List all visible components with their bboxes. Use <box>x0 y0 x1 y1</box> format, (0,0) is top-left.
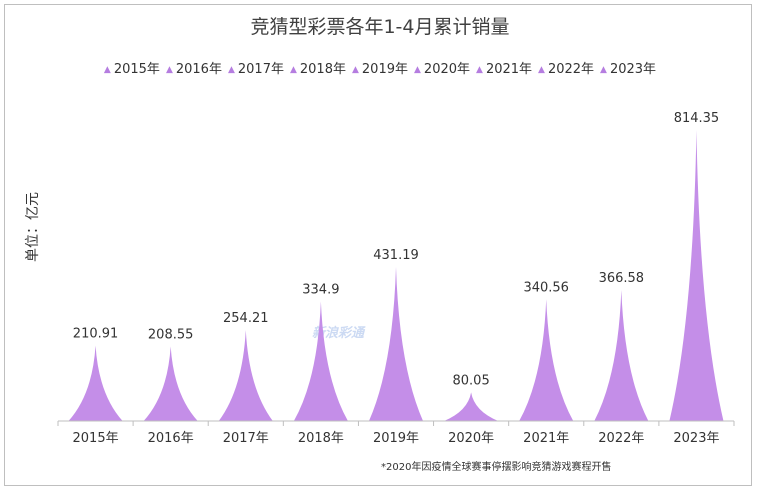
legend-triangle-icon: ▲ <box>600 65 607 75</box>
legend-triangle-icon: ▲ <box>351 65 359 75</box>
x-tick-label: 2020年 <box>448 431 494 446</box>
legend: ▲ 2015年 ▲ 2016年 ▲ 2017年 ▲ 2018年 ▲ 2019年 ▲ 2020年 ▲ 202… <box>0 58 760 77</box>
x-tick-label: 2022年 <box>598 431 644 446</box>
bar-peak <box>218 330 273 421</box>
data-label: 340.56 <box>523 280 569 295</box>
chart-title: 竞猜型彩票各年1-4月累计销量 <box>250 16 510 38</box>
legend-item: ▲ 2017年 <box>228 58 284 77</box>
legend-triangle-icon: ▲ <box>476 65 483 75</box>
footnote: *2020年因疫情全球赛事停摆影响竞猜游戏赛程开售 <box>381 462 612 473</box>
bar-peak <box>669 130 724 421</box>
bar-peak <box>368 266 424 421</box>
legend-triangle-icon: ▲ <box>227 65 235 75</box>
bar-peak <box>143 346 198 421</box>
legend-label: 2020年 <box>423 62 471 77</box>
legend-triangle-icon: ▲ <box>165 65 173 75</box>
legend-item: ▲ 2016年 <box>166 58 222 77</box>
data-label: 814.35 <box>674 111 720 126</box>
legend-item: ▲ 2018年 <box>290 58 346 77</box>
legend-label: 2019年 <box>361 62 408 77</box>
data-label: 210.91 <box>73 327 119 342</box>
legend-triangle-icon: ▲ <box>538 65 545 75</box>
legend-item: ▲ 2021年 <box>476 58 532 77</box>
bar-peak <box>68 345 123 421</box>
legend-label: 2016年 <box>175 62 222 77</box>
x-tick-label: 2019年 <box>373 431 419 446</box>
x-tick-label: 2015年 <box>73 431 119 446</box>
data-label: 366.58 <box>599 271 645 286</box>
bar-peak <box>519 299 574 421</box>
x-tick-label: 2016年 <box>148 431 194 446</box>
legend-item: ▲ 2020年 <box>414 58 470 77</box>
x-tick-label: 2023年 <box>673 431 719 446</box>
legend-item: ▲ 2022年 <box>538 58 594 77</box>
data-label: 80.05 <box>453 373 490 388</box>
legend-label: 2021年 <box>485 62 533 77</box>
data-label: 254.21 <box>223 311 269 326</box>
legend-triangle-icon: ▲ <box>289 65 297 75</box>
data-label: 431.19 <box>373 248 419 263</box>
x-tick-label: 2017年 <box>223 431 269 446</box>
data-label: 334.9 <box>302 282 339 297</box>
legend-label: 2018年 <box>299 62 346 77</box>
bar-peak <box>444 392 499 421</box>
bar-peak <box>293 301 348 421</box>
legend-triangle-icon: ▲ <box>414 65 421 75</box>
x-tick-label: 2018年 <box>298 431 344 446</box>
legend-item: ▲ 2015年 <box>104 58 160 77</box>
bar-peak <box>594 290 649 421</box>
data-label: 208.55 <box>148 327 194 342</box>
legend-label: 2023年 <box>609 62 657 77</box>
x-tick-label: 2021年 <box>523 431 569 446</box>
legend-item: ▲ 2023年 <box>600 58 656 77</box>
legend-triangle-icon: ▲ <box>103 65 111 75</box>
legend-label: 2022年 <box>547 62 595 77</box>
legend-item: ▲ 2019年 <box>352 58 408 77</box>
watermark-logo: 新浪彩通 <box>312 326 365 341</box>
legend-label: 2015年 <box>113 62 160 77</box>
legend-label: 2017年 <box>237 62 284 77</box>
